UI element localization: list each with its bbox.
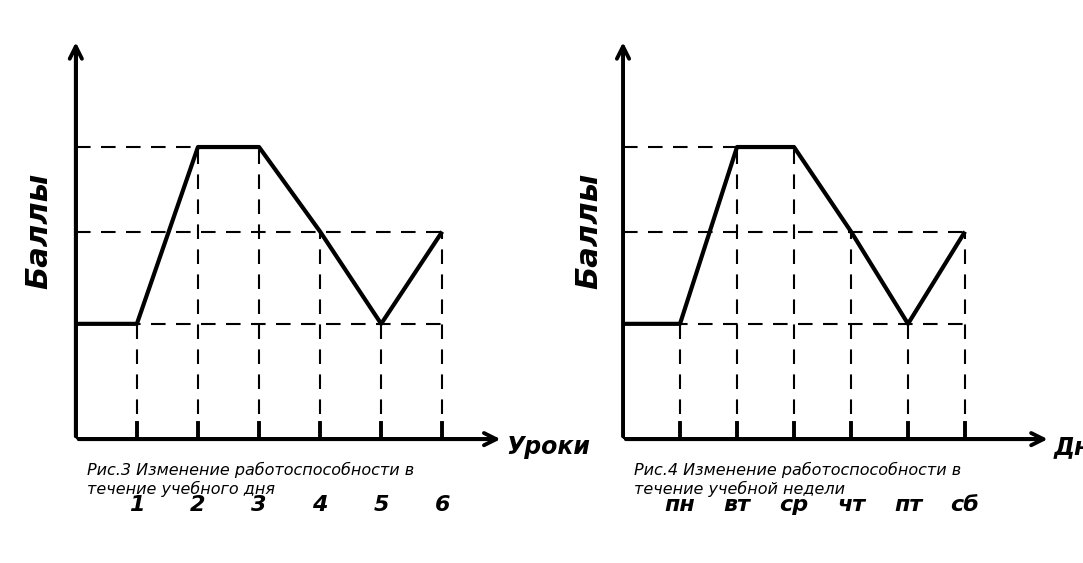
Text: ср: ср bbox=[780, 495, 809, 515]
Text: вт: вт bbox=[723, 495, 751, 515]
Text: Рис.4 Изменение работоспособности в
течение учебной недели: Рис.4 Изменение работоспособности в тече… bbox=[634, 462, 961, 497]
Text: 2: 2 bbox=[191, 495, 206, 515]
Text: Рис.3 Изменение работоспособности в
течение учебного дня: Рис.3 Изменение работоспособности в тече… bbox=[87, 462, 414, 497]
Text: 6: 6 bbox=[434, 495, 451, 515]
Text: Уроки: Уроки bbox=[507, 435, 590, 459]
Text: 3: 3 bbox=[251, 495, 266, 515]
Text: Баллы: Баллы bbox=[574, 173, 603, 289]
Text: Баллы: Баллы bbox=[25, 173, 54, 289]
Text: 4: 4 bbox=[312, 495, 328, 515]
Text: сб: сб bbox=[951, 495, 979, 515]
Text: 5: 5 bbox=[374, 495, 389, 515]
Text: пн: пн bbox=[665, 495, 695, 515]
Text: 1: 1 bbox=[129, 495, 145, 515]
Text: Дни недели: Дни недели bbox=[1054, 435, 1083, 459]
Text: чт: чт bbox=[837, 495, 865, 515]
Text: пт: пт bbox=[893, 495, 922, 515]
